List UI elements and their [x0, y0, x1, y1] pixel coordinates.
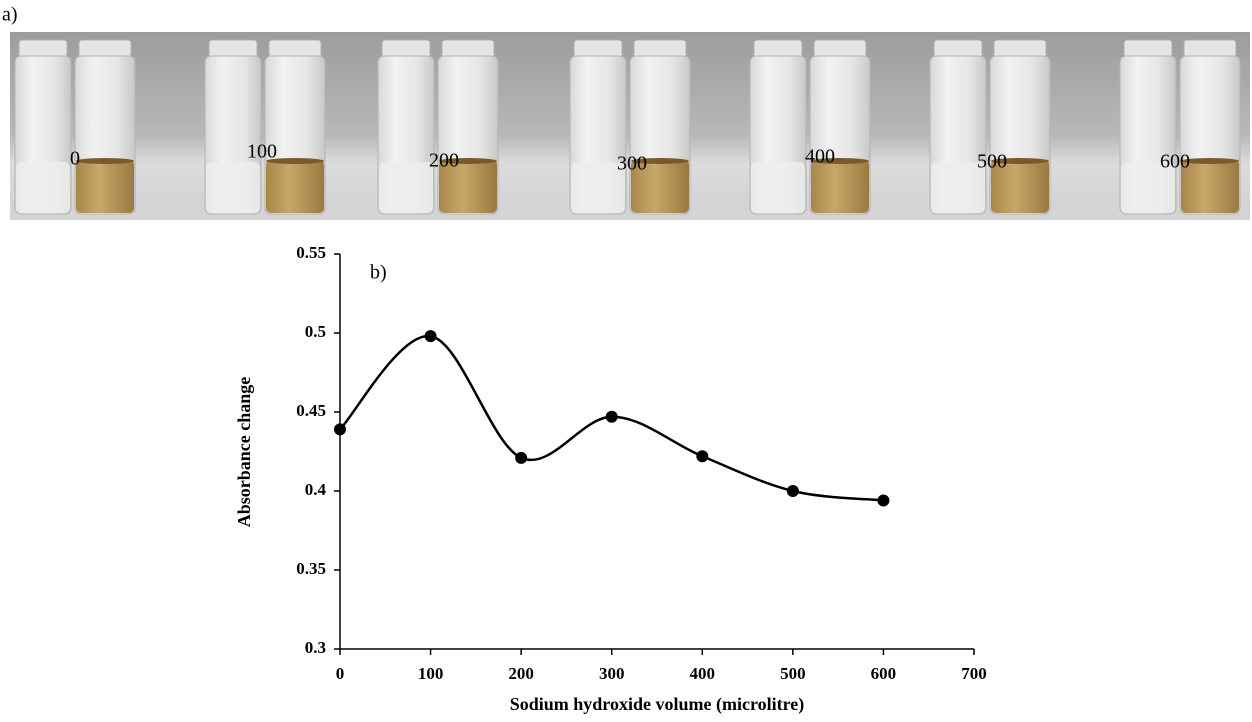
- vial-neck: [573, 39, 623, 59]
- vial-liquid: [811, 160, 869, 213]
- y-tick-label: 0.45: [296, 401, 326, 420]
- x-tick-label: 200: [508, 664, 534, 683]
- vial-label: 0: [70, 148, 80, 170]
- x-tick-label: 0: [336, 664, 345, 683]
- vial-neck: [1183, 39, 1237, 59]
- liquid-meniscus: [266, 158, 324, 164]
- vial-neck: [208, 39, 258, 59]
- y-tick-label: 0.35: [296, 559, 326, 578]
- vial-liquid: [631, 160, 689, 213]
- vial-neck: [78, 39, 132, 59]
- vial-liquid: [991, 160, 1049, 213]
- vial-liquid: [206, 162, 260, 213]
- x-axis-title: Sodium hydroxide volume (microlitre): [510, 694, 805, 715]
- vials: 0 100 200 300 400 500 600: [14, 39, 1241, 215]
- vial-label: 500: [977, 151, 1007, 173]
- vial-neck: [933, 39, 983, 59]
- vial-neck: [381, 39, 431, 59]
- vial-liquid: [1181, 160, 1239, 213]
- vial-neck: [441, 39, 495, 59]
- data-point: [786, 485, 799, 497]
- y-tick-label: 0.5: [305, 322, 326, 341]
- liquid-meniscus: [631, 158, 689, 164]
- vial-neck: [993, 39, 1047, 59]
- vial-label: 300: [617, 153, 647, 175]
- y-axis-title: Absorbance change: [234, 377, 254, 528]
- vial-neck: [753, 39, 803, 59]
- vial-liquid: [931, 162, 985, 213]
- vial-label: 100: [247, 141, 277, 163]
- panel-label: a): [2, 4, 18, 26]
- liquid-meniscus: [991, 158, 1049, 164]
- annotation: b): [370, 262, 387, 284]
- liquid-meniscus: [76, 158, 134, 164]
- data-point: [605, 410, 618, 423]
- data-point: [696, 450, 709, 463]
- liquid-meniscus: [439, 158, 497, 164]
- liquid-meniscus: [811, 158, 869, 164]
- vial-liquid: [439, 160, 497, 213]
- vial-liquid: [76, 160, 134, 213]
- x-tick-label: 400: [690, 664, 716, 683]
- vial-liquid: [16, 162, 70, 213]
- x-tick-label: 600: [871, 664, 897, 683]
- x-tick-label: 500: [780, 664, 806, 683]
- x-tick-label: 700: [961, 664, 987, 683]
- vial-neck: [633, 39, 687, 59]
- y-tick-label: 0.3: [305, 638, 326, 657]
- y-tick-label: 0.55: [296, 243, 326, 262]
- vial-liquid: [379, 162, 433, 213]
- vial-liquid: [266, 160, 324, 213]
- vial-neck: [813, 39, 867, 59]
- chart: b) Sodium hydroxide volume (microlitre) …: [234, 243, 987, 715]
- vial-liquid: [751, 162, 805, 213]
- vial-neck: [268, 39, 322, 59]
- y-tick-label: 0.4: [305, 480, 327, 499]
- x-tick-label: 300: [599, 664, 625, 683]
- liquid-meniscus: [1181, 158, 1239, 164]
- vial-liquid: [571, 162, 625, 213]
- vial-neck: [1123, 39, 1173, 59]
- vial-liquid: [1121, 162, 1175, 213]
- data-point: [515, 451, 528, 464]
- vial-label: 600: [1160, 151, 1190, 173]
- x-tick-label: 100: [418, 664, 444, 683]
- vial-label: 200: [429, 150, 459, 172]
- vial-label: 400: [805, 146, 835, 168]
- vial-neck: [18, 39, 68, 59]
- data-point: [877, 494, 890, 507]
- data-point: [424, 330, 437, 343]
- data-point: [334, 423, 346, 436]
